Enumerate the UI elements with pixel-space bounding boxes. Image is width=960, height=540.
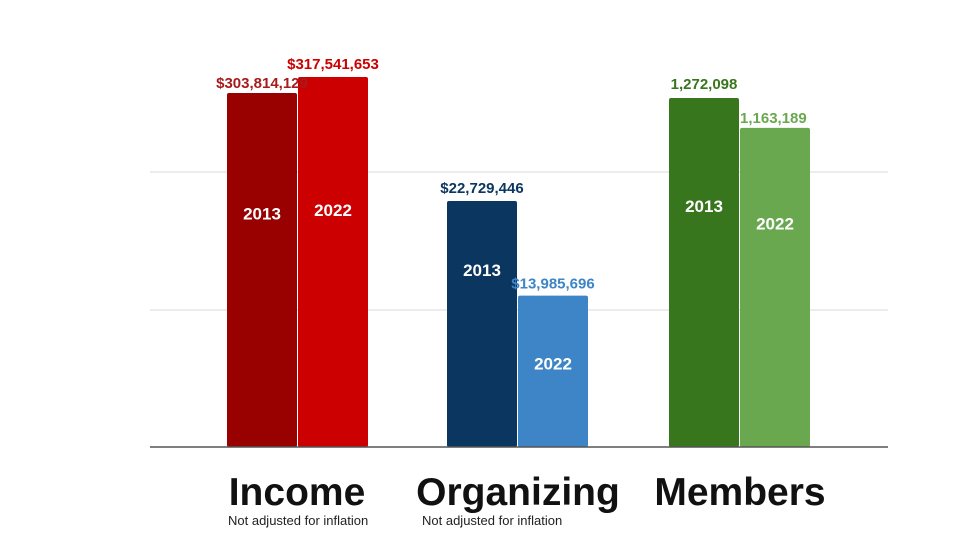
value-label-organizing-2022: $13,985,696 bbox=[511, 276, 594, 293]
year-label-income-2013: 2013 bbox=[243, 204, 281, 223]
value-label-income-2013: $303,814,129 bbox=[216, 75, 308, 92]
value-label-members-2022: 1,163,189 bbox=[740, 110, 807, 127]
year-label-income-2022: 2022 bbox=[314, 201, 352, 220]
category-label-income: Income bbox=[229, 471, 366, 514]
bar-members-2022 bbox=[740, 127, 810, 447]
year-label-organizing-2022: 2022 bbox=[534, 355, 572, 374]
note-organizing-inflation: Not adjusted for inflation bbox=[422, 513, 562, 528]
bar-members-2013 bbox=[669, 98, 739, 447]
group-members: 1,272,098 1,163,189 2013 2022 bbox=[669, 76, 810, 447]
value-label-organizing-2013: $22,729,446 bbox=[440, 180, 523, 197]
value-label-members-2013: 1,272,098 bbox=[671, 76, 738, 93]
bar-organizing-2013 bbox=[447, 201, 517, 447]
group-income: $303,814,129 $317,541,653 2013 2022 bbox=[216, 56, 379, 447]
bar-income-2022 bbox=[298, 77, 368, 447]
year-label-organizing-2013: 2013 bbox=[463, 261, 501, 280]
year-label-members-2013: 2013 bbox=[685, 197, 723, 216]
bar-organizing-2022 bbox=[518, 295, 588, 447]
group-organizing: $22,729,446 $13,985,696 2013 2022 bbox=[440, 180, 595, 447]
category-label-members: Members bbox=[654, 471, 825, 514]
category-label-organizing: Organizing bbox=[416, 471, 620, 514]
year-label-members-2022: 2022 bbox=[756, 215, 794, 234]
value-label-income-2022: $317,541,653 bbox=[287, 56, 379, 73]
bar-income-2013 bbox=[227, 92, 297, 447]
note-income-inflation: Not adjusted for inflation bbox=[228, 513, 368, 528]
